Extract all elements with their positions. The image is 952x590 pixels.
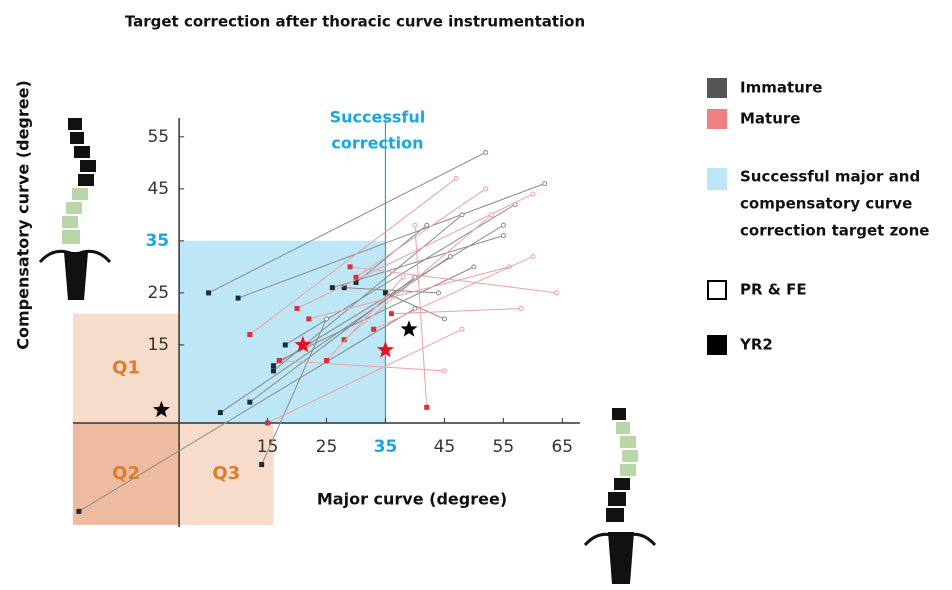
figure: Q1 Q2 Q3 Successful correction 15 25 35 45 55 65 15… <box>0 0 952 586</box>
yr2-point <box>218 410 223 415</box>
pr-fe-point <box>442 369 446 373</box>
y-tick-label: 15 <box>147 335 169 355</box>
pr-fe-point <box>531 192 535 196</box>
x-axis-label: Major curve (degree) <box>317 490 507 509</box>
legend-swatch <box>707 168 727 190</box>
legend-label: Mature <box>740 110 800 128</box>
threshold-label: correction <box>331 134 423 153</box>
pr-fe-point <box>425 223 429 227</box>
legend-label: correction target zone <box>740 222 929 240</box>
legend-label: YR2 <box>739 336 773 354</box>
y-tick-label: 55 <box>147 127 169 147</box>
quadrant-label: Q1 <box>112 357 140 378</box>
pr-fe-point <box>454 176 458 180</box>
pr-fe-point <box>543 182 547 186</box>
yr2-point <box>295 306 300 311</box>
yr2-point <box>371 327 376 332</box>
y-tick-label: 45 <box>147 179 169 199</box>
yr2-point <box>306 316 311 321</box>
yr2-point <box>271 368 276 373</box>
pr-fe-point <box>490 213 494 217</box>
yr2-point <box>389 311 394 316</box>
y-tick-label: 35 <box>145 231 169 251</box>
x-tick-label: 45 <box>434 437 456 457</box>
yr2-point <box>259 462 264 467</box>
legend-swatch <box>707 78 727 98</box>
mean-star <box>401 320 418 336</box>
pr-fe-point <box>484 187 488 191</box>
threshold-label: Successful <box>330 108 426 127</box>
yr2-point <box>247 400 252 405</box>
legend-swatch <box>707 109 727 129</box>
x-tick-label: 35 <box>374 437 398 457</box>
legend-label: PR & FE <box>740 281 807 299</box>
pr-fe-point <box>413 223 417 227</box>
trajectory <box>356 189 486 277</box>
yr2-point <box>247 332 252 337</box>
quadrant-label: Q2 <box>112 463 140 484</box>
spine-icon-right <box>585 408 655 584</box>
pr-fe-point <box>401 275 405 279</box>
x-tick-label: 25 <box>316 437 338 457</box>
pr-fe-point <box>460 327 464 331</box>
quadrant-label: Q3 <box>212 463 240 484</box>
pr-fe-point <box>472 265 476 269</box>
target-zone <box>179 241 385 423</box>
pr-fe-point <box>531 254 535 258</box>
x-tick-label: 55 <box>493 437 515 457</box>
yr2-point <box>330 285 335 290</box>
y-tick-label: 25 <box>147 283 169 303</box>
yr2-point <box>283 342 288 347</box>
pr-fe-point <box>437 291 441 295</box>
yr2-point <box>277 358 282 363</box>
pr-fe-point <box>325 317 329 321</box>
pr-fe-point <box>448 254 452 258</box>
yr2-point <box>324 358 329 363</box>
yr2-point <box>424 405 429 410</box>
trajectory <box>238 184 545 298</box>
legend-label: compensatory curve <box>740 195 912 213</box>
pr-fe-point <box>501 223 505 227</box>
legend: Immature Mature Successful major and compen… <box>707 78 929 355</box>
legend-swatch <box>707 335 727 355</box>
yr2-point <box>353 275 358 280</box>
legend-label: Successful major and <box>740 168 920 186</box>
chart-title: Target correction after thoracic curve i… <box>125 13 585 31</box>
legend-swatch <box>708 281 726 299</box>
x-tick-label: 15 <box>257 437 279 457</box>
yr2-point <box>76 509 81 514</box>
pr-fe-point <box>501 234 505 238</box>
y-axis-label: Compensatory curve (degree) <box>14 80 33 350</box>
pr-fe-point <box>554 291 558 295</box>
spine-icon-left <box>40 118 110 300</box>
legend-label: Immature <box>740 79 822 97</box>
pr-fe-point <box>460 213 464 217</box>
x-tick-label: 65 <box>551 437 573 457</box>
yr2-point <box>271 363 276 368</box>
yr2-point <box>236 296 241 301</box>
yr2-point <box>206 290 211 295</box>
pr-fe-point <box>519 306 523 310</box>
yr2-point <box>265 420 270 425</box>
pr-fe-point <box>442 317 446 321</box>
yr2-point <box>348 264 353 269</box>
pr-fe-point <box>484 150 488 154</box>
trajectory <box>415 225 427 407</box>
